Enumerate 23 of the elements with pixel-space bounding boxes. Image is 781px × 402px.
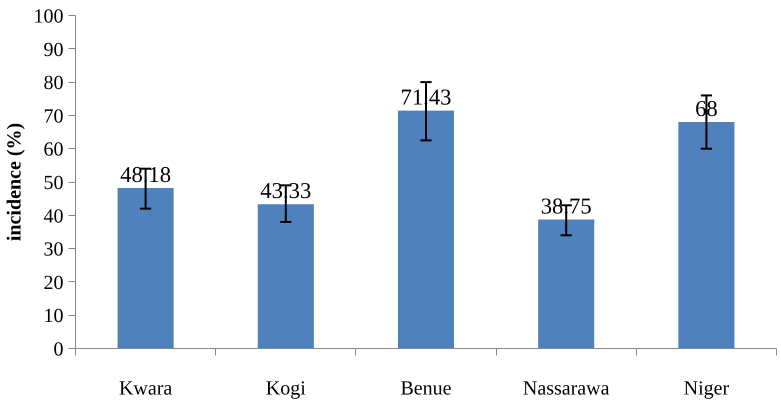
bar — [258, 204, 314, 348]
y-tick-label: 100 — [34, 6, 64, 28]
y-tick-label: 60 — [44, 138, 64, 161]
y-tick-label: 10 — [44, 305, 64, 328]
bar — [118, 188, 174, 348]
y-tick-label: 30 — [44, 238, 64, 261]
x-tick-label: Nassarawa — [522, 378, 610, 400]
data-label: 38.75 — [540, 193, 592, 218]
bar — [398, 110, 454, 348]
y-tick-label: 90 — [44, 38, 64, 61]
y-tick-label: 50 — [44, 172, 64, 194]
y-tick-label: 20 — [44, 272, 64, 294]
x-tick-label: Kogi — [266, 378, 306, 400]
y-tick-label: 70 — [44, 105, 64, 128]
x-tick-label: Kwara — [118, 378, 172, 400]
bar — [538, 219, 594, 348]
y-tick-label: 0 — [54, 338, 64, 360]
y-tick-label: 40 — [44, 205, 64, 228]
bar — [678, 122, 734, 348]
x-tick-label: Benue — [400, 378, 452, 400]
x-tick-label: Niger — [684, 378, 730, 400]
y-tick-label: 80 — [44, 72, 64, 94]
y-axis-title: incidence (%) — [4, 122, 26, 242]
